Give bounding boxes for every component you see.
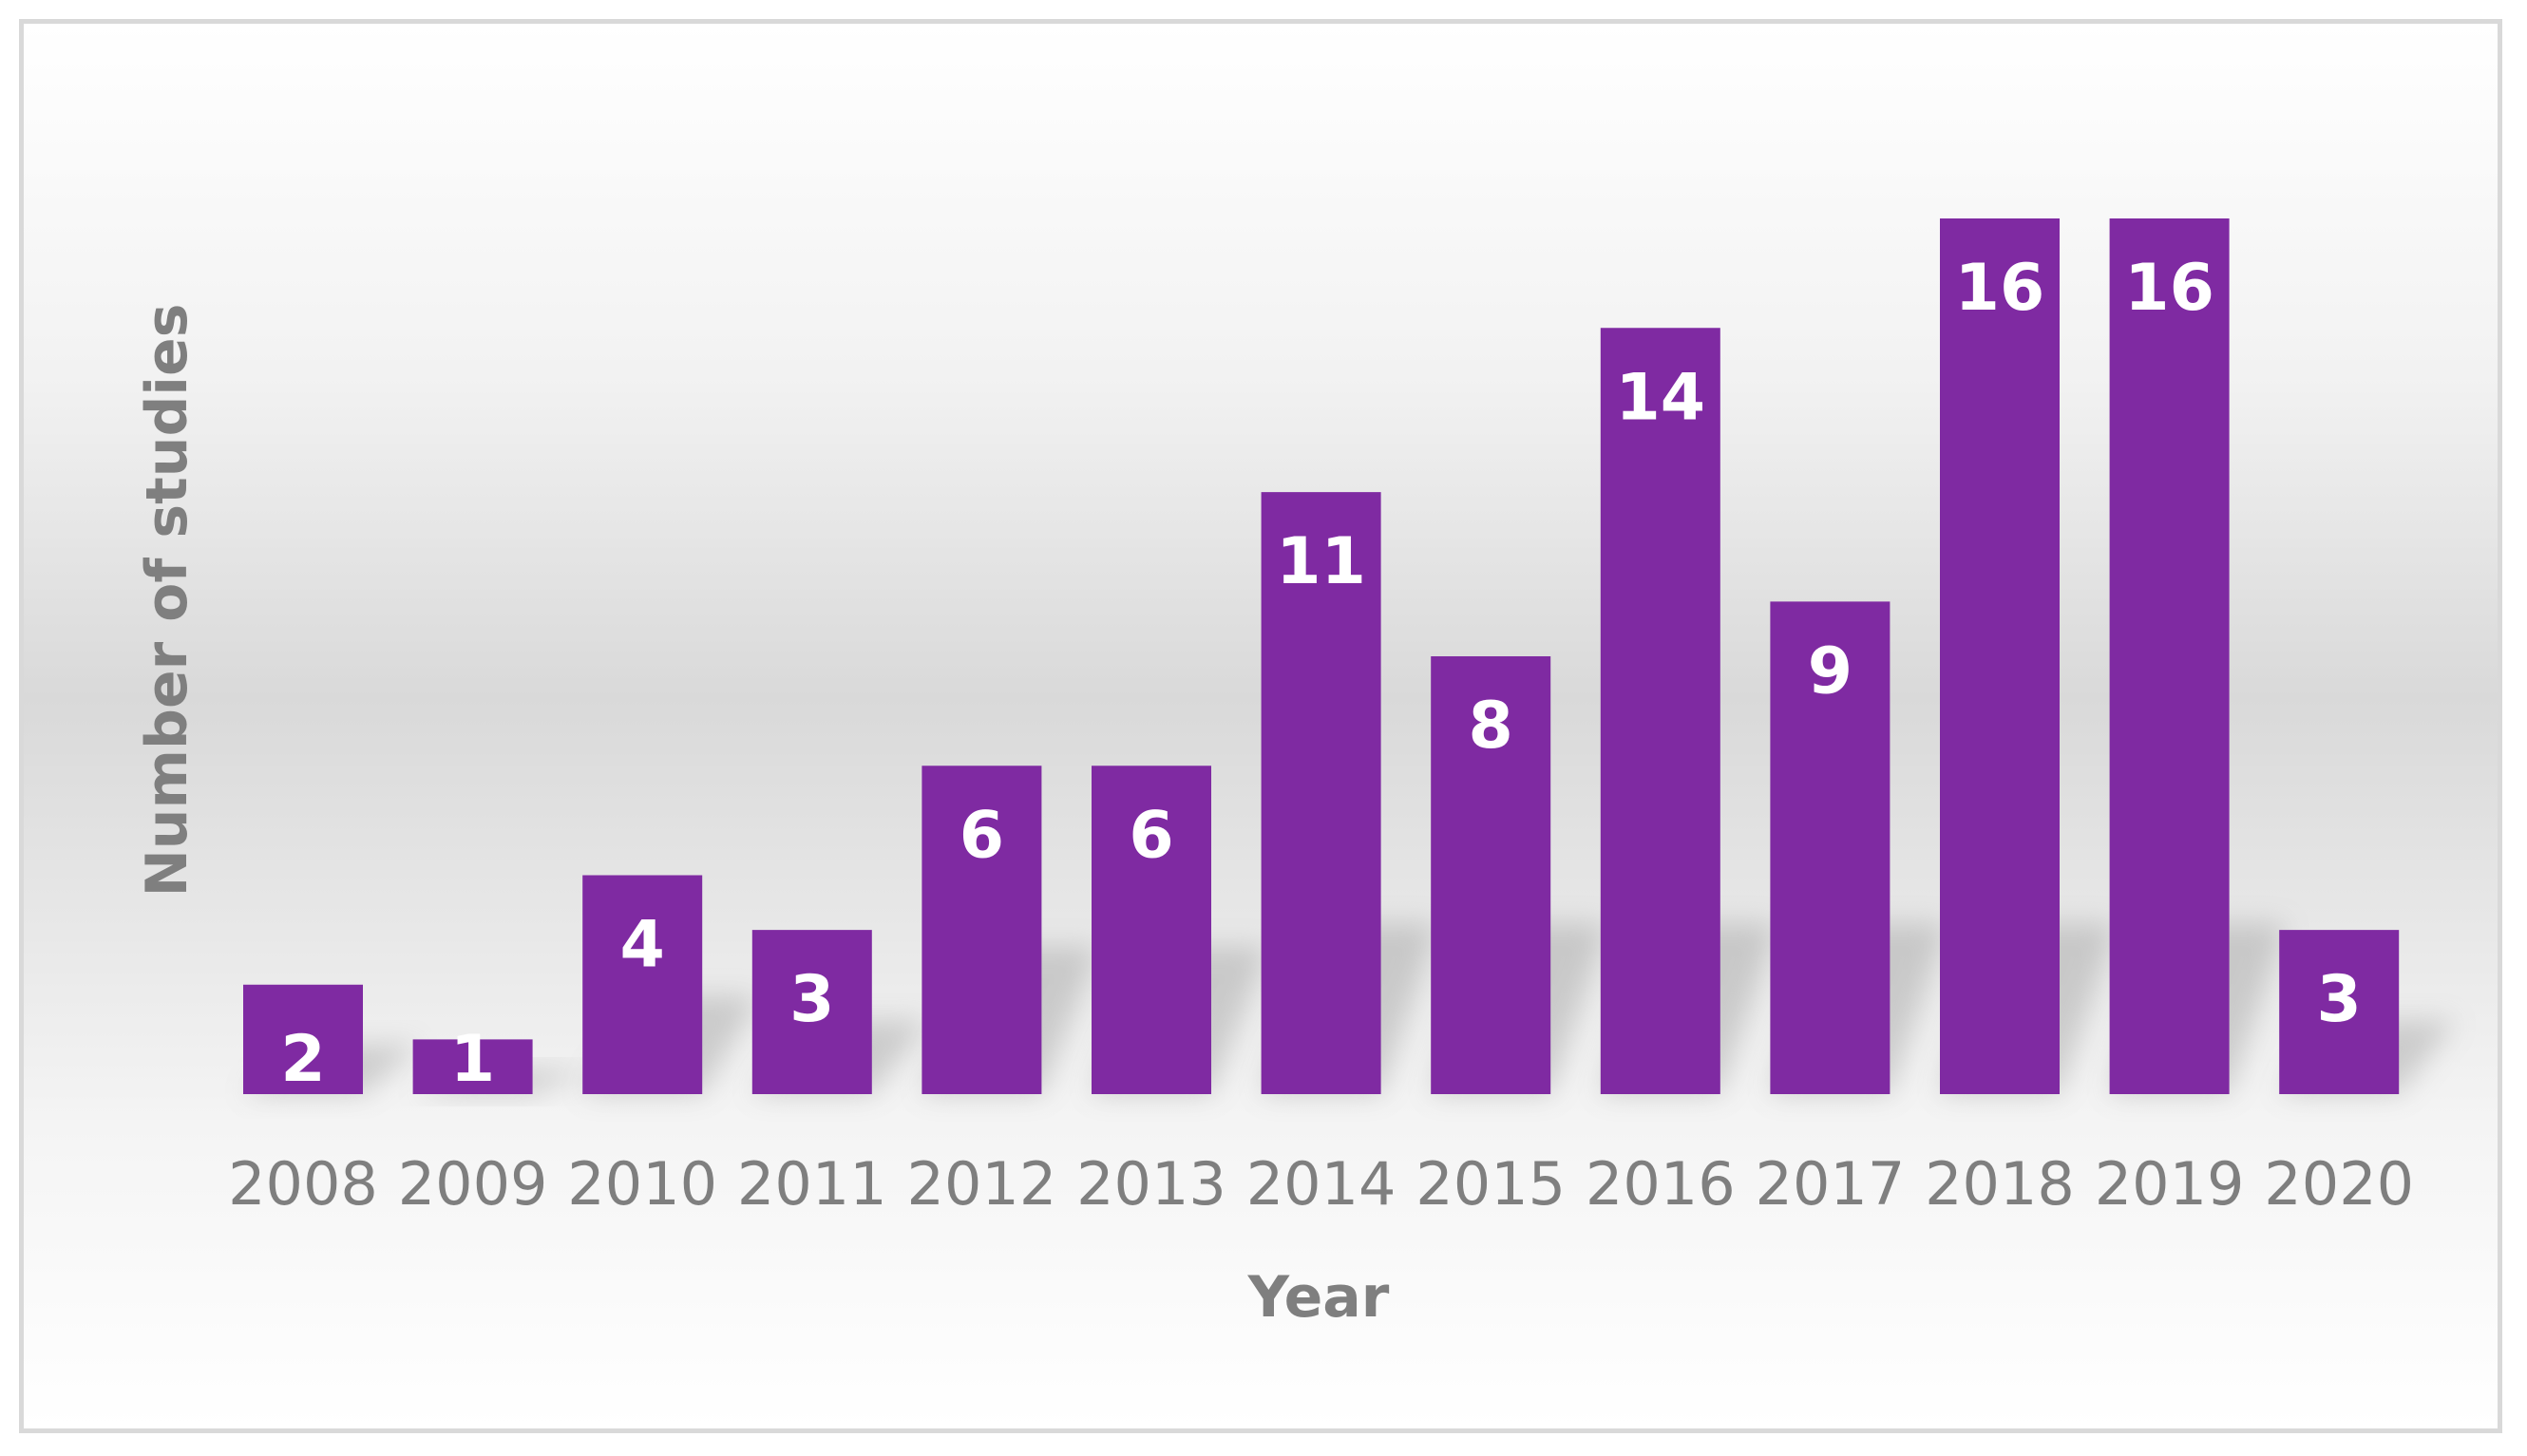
- data-label-2009: 1: [450, 1022, 495, 1097]
- x-tick-2017: 2017: [1756, 1149, 1906, 1219]
- bar-2015: [1431, 656, 1551, 1094]
- x-axis-title: Year: [1247, 1264, 1390, 1331]
- bar-2012: [922, 766, 1042, 1094]
- x-tick-2008: 2008: [228, 1149, 378, 1219]
- bar-2010: [582, 875, 703, 1094]
- x-tick-2010: 2010: [567, 1149, 717, 1219]
- data-label-2017: 9: [1808, 633, 1852, 709]
- x-tick-2011: 2011: [737, 1149, 887, 1219]
- data-label-2016: 14: [1615, 360, 1705, 435]
- data-label-2012: 6: [960, 798, 1004, 873]
- x-tick-2012: 2012: [907, 1149, 1057, 1219]
- data-label-2011: 3: [789, 962, 834, 1037]
- bars: [243, 218, 2400, 1094]
- data-label-2018: 16: [1955, 251, 2045, 326]
- data-label-2019: 16: [2124, 251, 2214, 326]
- data-label-2020: 3: [2317, 962, 2362, 1037]
- x-tick-2014: 2014: [1246, 1149, 1396, 1219]
- x-tick-2009: 2009: [398, 1149, 548, 1219]
- x-tick-2015: 2015: [1416, 1149, 1566, 1219]
- x-tick-2020: 2020: [2264, 1149, 2414, 1219]
- bar-2013: [1092, 766, 1211, 1094]
- bar-2009: [412, 1039, 533, 1094]
- data-label-2013: 6: [1129, 798, 1173, 873]
- bar-2020: [2279, 930, 2400, 1094]
- x-axis-tick-labels: 2008 2009 2010 2011 2012 2013 2014 2015 2016 2017…: [228, 1149, 2414, 1219]
- x-tick-2019: 2019: [2095, 1149, 2245, 1219]
- data-label-2015: 8: [1469, 689, 1513, 764]
- x-tick-2018: 2018: [1925, 1149, 2075, 1219]
- bar-2014: [1261, 492, 1381, 1094]
- bar-2019: [2109, 218, 2230, 1094]
- data-label-2014: 11: [1276, 524, 1366, 599]
- y-axis-title: Number of studies: [134, 304, 200, 898]
- x-tick-2016: 2016: [1586, 1149, 1736, 1219]
- bar-2017: [1770, 601, 1890, 1094]
- data-label-2010: 4: [620, 908, 665, 983]
- bar-2008: [243, 984, 363, 1094]
- bar-2018: [1940, 218, 2060, 1094]
- bar-2011: [751, 930, 872, 1094]
- chart-frame: [19, 19, 2502, 1433]
- x-tick-2013: 2013: [1076, 1149, 1226, 1219]
- data-label-2008: 2: [280, 1022, 325, 1097]
- bar-2016: [1600, 328, 1720, 1094]
